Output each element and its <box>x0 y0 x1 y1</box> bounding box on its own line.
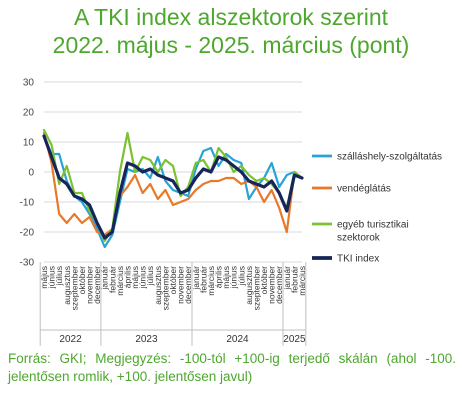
x-tick-label: december <box>92 266 102 304</box>
year-label: 2024 <box>226 334 249 345</box>
x-tick-label: március <box>115 266 125 296</box>
x-tick-label: október <box>168 266 178 295</box>
x-tick-label: szeptember <box>251 266 261 311</box>
y-tick-label: -30 <box>20 258 35 269</box>
x-tick-label: február <box>107 266 117 293</box>
x-tick-label: január <box>100 266 110 291</box>
source-note: Forrás: GKI; Megjegyzés: -100-tól +100-i… <box>8 351 456 384</box>
year-label: 2025 <box>283 334 306 345</box>
x-tick-label: október <box>77 266 87 295</box>
x-tick-label: december <box>183 266 193 304</box>
tki-line-chart: -30-20-100102030májusjúniusjúliusauguszt… <box>20 78 442 346</box>
year-label: 2023 <box>135 334 158 345</box>
legend-label: szektorok <box>337 233 381 244</box>
x-tick-label: július <box>236 266 246 286</box>
x-tick-label: május <box>130 266 140 289</box>
x-tick-label: augusztus <box>62 266 72 305</box>
x-tick-label: június <box>229 266 239 289</box>
x-tick-label: március <box>297 266 307 296</box>
x-tick-label: augusztus <box>153 266 163 305</box>
x-tick-label: január <box>282 266 292 291</box>
x-tick-label: július <box>54 266 64 286</box>
x-tick-label: december <box>274 266 284 304</box>
x-tick-label: augusztus <box>244 266 254 305</box>
x-tick-label: május <box>221 266 231 289</box>
x-tick-label: június <box>47 266 57 289</box>
x-tick-label: november <box>267 266 277 304</box>
x-tick-label: február <box>289 266 299 293</box>
x-tick-label: július <box>145 266 155 286</box>
legend-label: szálláshely-szolgáltatás <box>337 152 442 163</box>
x-tick-label: április <box>214 266 224 288</box>
year-label: 2022 <box>59 334 82 345</box>
series-line <box>42 134 304 249</box>
x-tick-label: szeptember <box>160 266 170 311</box>
x-tick-label: április <box>122 266 132 288</box>
y-tick-label: 0 <box>28 168 34 179</box>
series-line <box>42 131 304 237</box>
x-tick-label: február <box>198 266 208 293</box>
y-tick-label: -20 <box>20 228 35 239</box>
x-tick-label: május <box>39 266 49 289</box>
legend-label: egyéb turisztikai <box>337 220 409 231</box>
chart-title-line-2: 2022. május - 2025. március (pont) <box>52 32 410 58</box>
x-tick-label: január <box>191 266 201 291</box>
x-tick-label: június <box>138 266 148 289</box>
series-line <box>42 134 304 240</box>
y-tick-label: 20 <box>23 108 35 119</box>
x-tick-label: november <box>85 266 95 304</box>
x-tick-label: október <box>259 266 269 295</box>
y-tick-label: -10 <box>20 198 35 209</box>
legend-label: TKI index <box>337 254 379 265</box>
y-tick-label: 30 <box>23 78 35 89</box>
x-tick-label: március <box>206 266 216 296</box>
x-tick-label: november <box>176 266 186 304</box>
x-tick-label: szeptember <box>69 266 79 311</box>
legend-label: vendéglátás <box>337 184 391 195</box>
y-tick-label: 10 <box>23 138 35 149</box>
chart-title-line-1: A TKI index alszektorok szerint <box>73 4 389 30</box>
